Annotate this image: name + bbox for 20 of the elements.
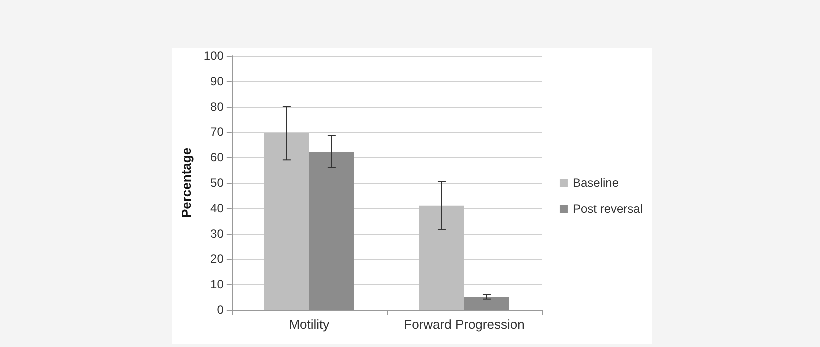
bar [309,152,354,310]
y-tick-label: 20 [210,252,224,266]
legend-label: Baseline [572,176,620,190]
y-tick-label: 50 [210,176,224,190]
legend-label: Post reversal [572,202,644,216]
y-tick-label: 0 [217,303,224,317]
y-axis-title: Percentage [179,148,194,218]
x-tick-label: Forward Progression [404,317,525,332]
y-tick-label: 40 [210,201,224,216]
bar [264,133,310,310]
y-tick-label: 60 [210,150,224,165]
y-tick-label: 30 [210,226,224,241]
y-tick-label: 90 [210,74,224,88]
bar [419,206,464,310]
x-tick-label: Motility [289,317,330,332]
y-tick-label: 80 [210,100,224,114]
y-tick-label: 100 [204,49,224,63]
bar [464,297,510,310]
y-tick-label: 70 [210,125,224,140]
y-tick-label: 10 [210,278,224,292]
